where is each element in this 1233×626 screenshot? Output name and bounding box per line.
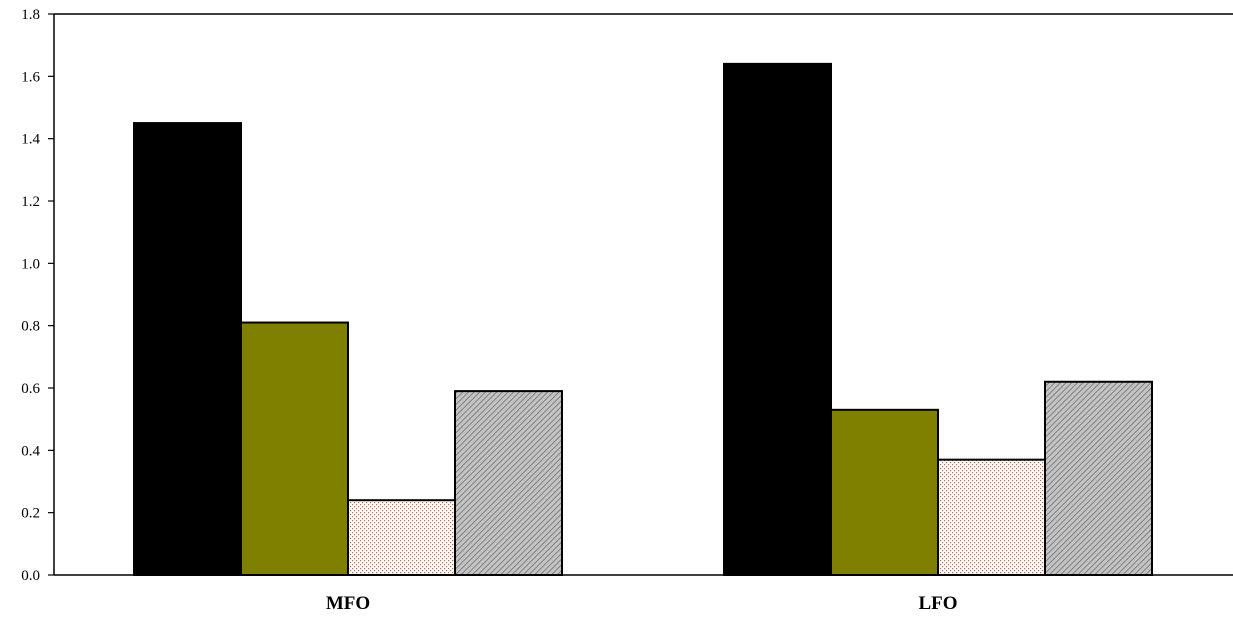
y-tick-label: 1.6 <box>21 69 40 85</box>
y-tick-label: 1.4 <box>21 132 40 148</box>
bar-mfo-series-1 <box>133 122 242 576</box>
y-tick-label: 1.8 <box>21 7 40 23</box>
x-category-label: LFO <box>918 593 957 614</box>
category-labels: MFO LFO <box>326 593 958 614</box>
bar-lfo-series-1 <box>723 62 832 576</box>
y-tick-label: 0.4 <box>21 443 40 459</box>
bar-lfo-series-4 <box>1044 380 1153 576</box>
y-tick-label: 1.0 <box>21 256 40 272</box>
bar-mfo-series-2 <box>240 321 349 576</box>
y-ticks: 0.0 0.2 0.4 0.6 0.8 1.0 1.2 1.4 1.6 1.8 <box>21 7 54 584</box>
bars-layer <box>133 62 1153 577</box>
axes-layer <box>53 13 1233 576</box>
y-tick-label: 0.0 <box>21 568 40 584</box>
y-tick-label: 1.2 <box>21 194 40 210</box>
bar-mfo-series-3 <box>347 499 456 577</box>
bar-lfo-series-2 <box>830 408 939 577</box>
y-tick-label: 0.6 <box>21 381 40 397</box>
bar-mfo-series-4 <box>454 390 563 576</box>
y-tick-label: 0.8 <box>21 319 40 335</box>
y-tick-label: 0.2 <box>21 506 40 522</box>
x-category-label: MFO <box>326 593 370 614</box>
bar-lfo-series-3 <box>937 458 1046 576</box>
